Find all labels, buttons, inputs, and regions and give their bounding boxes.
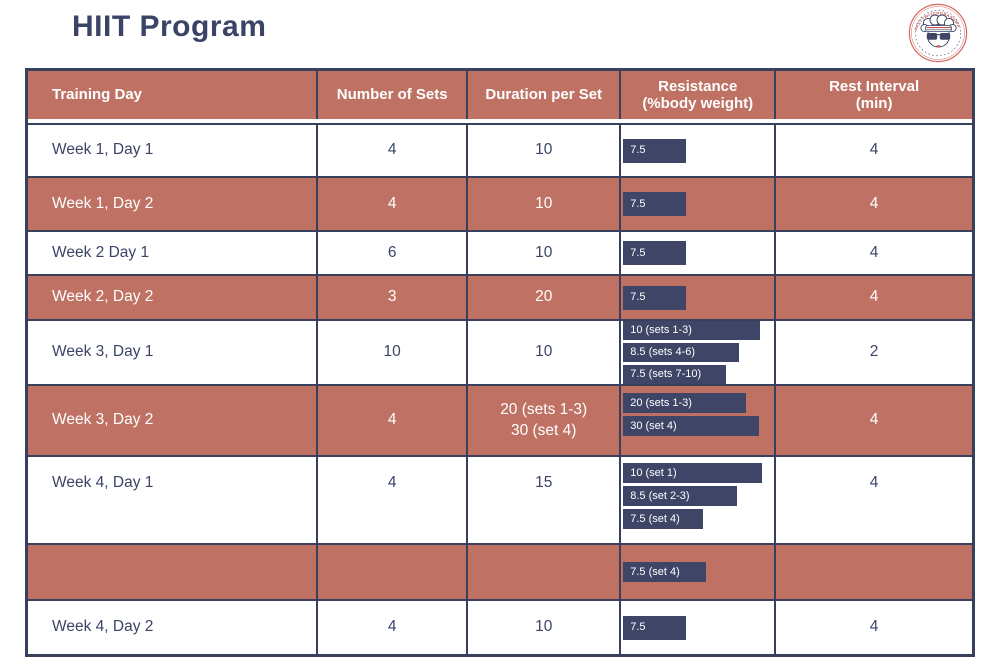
page-title: HIIT Program <box>72 10 267 43</box>
rest-interval-cell: 4 <box>869 474 879 491</box>
column-header: Rest Interval (min) <box>829 77 920 112</box>
training-day-cell: Week 4, Day 2 <box>28 601 319 654</box>
resistance-cell: 20 (sets 1-3) 30 (set 4) <box>621 386 777 455</box>
training-day-cell: Week 4, Day 1 <box>28 457 319 543</box>
table-row: 7.5 (set 4) <box>28 543 972 599</box>
training-day-cell: Week 3, Day 2 <box>28 386 319 455</box>
number-of-sets-cell <box>318 545 469 599</box>
grandma-face-icon <box>920 14 957 48</box>
table-row: Week 1, Day 1 4 10 7.5 4 <box>28 123 972 176</box>
training-day-cell: Week 1, Day 2 <box>28 178 319 230</box>
resistance-cell: 10 (sets 1-3) 8.5 (sets 4-6) 7.5 (sets 7-1… <box>621 321 777 384</box>
rest-interval-cell: 2 <box>869 343 879 361</box>
resistance-bar: 7.5 (sets 7-10) <box>623 365 727 384</box>
rest-interval-cell <box>776 545 972 599</box>
number-of-sets-cell: 10 <box>318 321 469 384</box>
column-header: Training Day <box>28 71 319 119</box>
rest-interval-cell: 4 <box>869 243 879 261</box>
resistance-bar: 8.5 (set 2-3) <box>623 486 738 506</box>
table-row: Week 2 Day 1 6 10 7.5 4 <box>28 230 972 274</box>
table-row: Week 3, Day 2 4 20 (sets 1-3) 30 (set 4) 20… <box>28 384 972 455</box>
rest-interval-cell: 4 <box>869 288 879 306</box>
training-day-cell: Week 2, Day 2 <box>28 276 319 319</box>
resistance-cell: 7.5 <box>621 276 777 319</box>
column-header: Duration per Set <box>468 71 622 119</box>
number-of-sets-cell: 4 <box>318 178 469 230</box>
number-of-sets-cell: 6 <box>318 232 469 274</box>
resistance-cell: 7.5 (set 4) <box>621 545 777 599</box>
number-of-sets-cell: 4 <box>318 601 469 654</box>
table-row: Week 1, Day 2 4 10 7.5 4 <box>28 176 972 230</box>
training-day-cell: Week 1, Day 1 <box>28 125 319 176</box>
brand-logo-icon: FASTTWITCHGRANDMA <box>908 3 968 63</box>
resistance-cell: 7.5 <box>621 232 777 274</box>
resistance-bar: 7.5 <box>623 138 687 163</box>
rest-interval-cell: 4 <box>869 618 879 636</box>
table-header-row: Training Day Number of Sets Duration per S… <box>28 71 972 119</box>
duration-per-set-cell: 20 (sets 1-3) 30 (set 4) <box>468 386 622 455</box>
table-row: Week 4, Day 1 4 15 10 (set 1) 8.5 (set 2-3) 7… <box>28 455 972 543</box>
duration-per-set-cell: 10 <box>468 178 622 230</box>
training-day-cell <box>28 545 319 599</box>
number-of-sets-cell: 4 <box>318 457 469 543</box>
training-day-cell: Week 3, Day 1 <box>28 321 319 384</box>
resistance-cell: 10 (set 1) 8.5 (set 2-3) 7.5 (set 4) <box>621 457 777 543</box>
training-day-cell: Week 2 Day 1 <box>28 232 319 274</box>
resistance-cell: 7.5 <box>621 125 777 176</box>
table-row: Week 3, Day 1 10 10 10 (sets 1-3) 8.5 (sets … <box>28 319 972 384</box>
resistance-bar: 7.5 (set 4) <box>623 509 704 529</box>
table-body: Week 1, Day 1 4 10 7.5 4 Week 1, Day 2 4 10 7.5 4… <box>28 123 972 654</box>
header-divider <box>28 119 972 123</box>
number-of-sets-cell: 3 <box>318 276 469 319</box>
resistance-bar: 20 (sets 1-3) <box>623 393 747 413</box>
resistance-bar: 10 (set 1) <box>623 463 763 483</box>
resistance-cell: 7.5 <box>621 178 777 230</box>
number-of-sets-cell: 4 <box>318 125 469 176</box>
number-of-sets-cell: 4 <box>318 386 469 455</box>
rest-interval-cell: 4 <box>869 411 879 429</box>
duration-per-set-cell: 10 <box>468 321 622 384</box>
duration-per-set-cell: 10 <box>468 601 622 654</box>
resistance-bar: 7.5 (set 4) <box>623 562 707 582</box>
resistance-cell: 7.5 <box>621 601 777 654</box>
column-header: Resistance (%body weight) <box>621 71 777 119</box>
duration-per-set-cell: 15 <box>468 457 622 543</box>
duration-per-set-cell: 20 <box>468 276 622 319</box>
rest-interval-cell: 4 <box>869 141 879 159</box>
table-row: Week 2, Day 2 3 20 7.5 4 <box>28 274 972 319</box>
resistance-bar: 7.5 <box>623 192 687 216</box>
resistance-bar: 8.5 (sets 4-6) <box>623 343 740 362</box>
hiit-program-table: Training Day Number of Sets Duration per S… <box>25 68 975 657</box>
resistance-bar: 7.5 <box>623 241 687 265</box>
resistance-bar: 7.5 <box>623 285 687 310</box>
duration-per-set-cell: 10 <box>468 232 622 274</box>
rest-interval-cell: 4 <box>869 194 879 212</box>
duration-per-set-cell <box>468 545 622 599</box>
resistance-bar: 10 (sets 1-3) <box>623 321 761 340</box>
duration-per-set-cell: 10 <box>468 125 622 176</box>
resistance-bar: 7.5 <box>623 615 687 640</box>
column-header: Number of Sets <box>318 71 469 119</box>
resistance-bar: 30 (set 4) <box>623 416 760 436</box>
table-row: Week 4, Day 2 4 10 7.5 4 <box>28 599 972 654</box>
